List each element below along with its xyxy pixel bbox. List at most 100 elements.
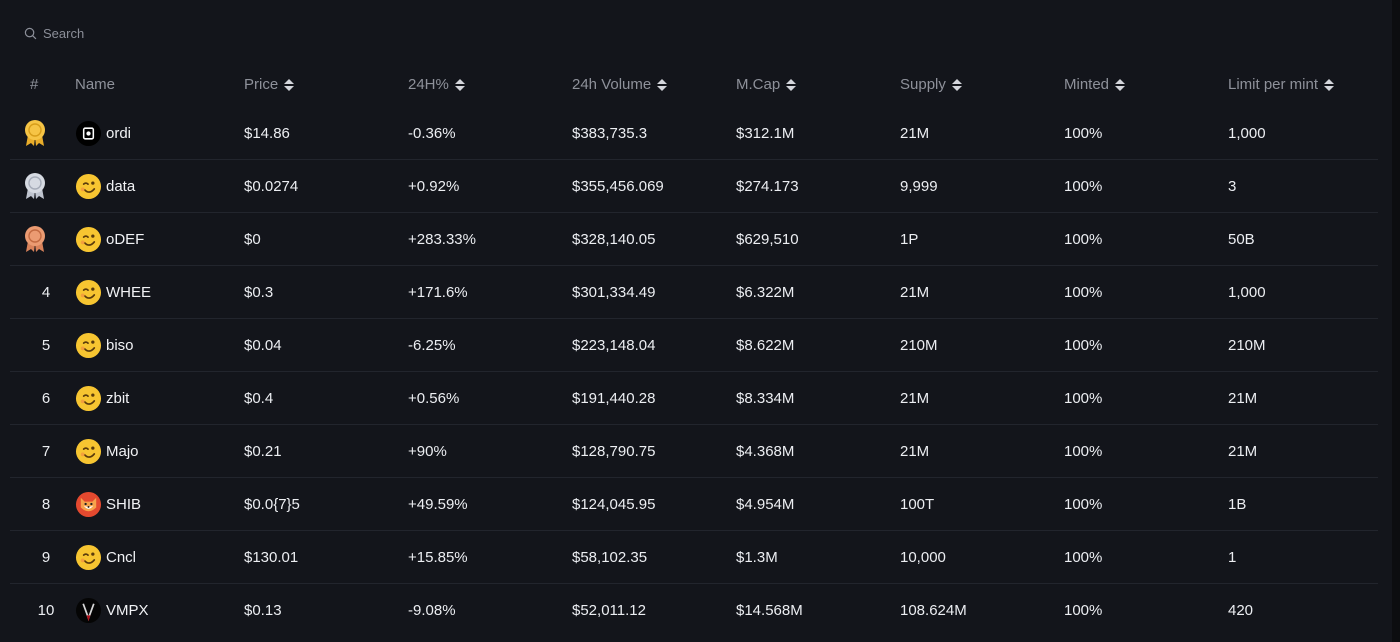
supply-cell: 21M: [900, 265, 1064, 319]
sort-icon[interactable]: [1324, 78, 1335, 91]
price-cell: $0.0274: [244, 159, 408, 213]
rank-number: 6: [41, 389, 51, 407]
table-row[interactable]: 9 Cncl $130.01 +15.85% $58,102.35 $1.3M 10,000…: [10, 530, 1378, 584]
name-cell[interactable]: SHIB: [75, 477, 244, 531]
market-cap-cell: $4.954M: [736, 477, 900, 531]
token-name[interactable]: Majo: [106, 442, 139, 460]
smiley-emoji-icon: [75, 438, 102, 465]
table-row[interactable]: 8 SHIB $0.0{7}5 +49.59% $124,045.95 $4.954M 10…: [10, 477, 1378, 531]
limit-cell: 1: [1228, 530, 1378, 584]
change-cell: +90%: [408, 424, 572, 478]
sort-icon[interactable]: [786, 78, 797, 91]
minted-cell: 100%: [1064, 212, 1228, 266]
token-name[interactable]: biso: [106, 336, 134, 354]
header-name: Name: [75, 62, 244, 107]
smiley-emoji-icon: [75, 226, 102, 253]
market-cap-cell: $8.334M: [736, 371, 900, 425]
sort-icon[interactable]: [951, 78, 962, 91]
limit-cell: 3: [1228, 159, 1378, 213]
table-row[interactable]: 5 biso $0.04 -6.25% $223,148.04 $8.622M 210M 10…: [10, 318, 1378, 372]
name-cell[interactable]: VMPX: [75, 583, 244, 636]
volume-cell: $191,440.28: [572, 371, 736, 425]
name-cell[interactable]: data: [75, 159, 244, 213]
sort-icon[interactable]: [1115, 78, 1126, 91]
token-name[interactable]: zbit: [106, 389, 130, 407]
supply-cell: 100T: [900, 477, 1064, 531]
sort-icon[interactable]: [454, 78, 465, 91]
market-cap-cell: $14.568M: [736, 583, 900, 636]
name-cell[interactable]: WHEE: [75, 265, 244, 319]
token-name[interactable]: VMPX: [106, 601, 149, 619]
token-name[interactable]: oDEF: [106, 230, 145, 248]
minted-cell: 100%: [1064, 318, 1228, 372]
limit-cell: 21M: [1228, 371, 1378, 425]
name-cell[interactable]: oDEF: [75, 212, 244, 266]
volume-cell: $58,102.35: [572, 530, 736, 584]
price-cell: $0.21: [244, 424, 408, 478]
name-cell[interactable]: zbit: [75, 371, 244, 425]
token-name[interactable]: data: [106, 177, 136, 195]
shiba-dog-icon: [75, 491, 102, 518]
table-row[interactable]: ordi $14.86 -0.36% $383,735.3 $312.1M 21M 100%…: [10, 107, 1378, 160]
bronze-medal-icon: [25, 226, 45, 252]
search-icon: [24, 27, 37, 39]
table-row[interactable]: 6 zbit $0.4 +0.56% $191,440.28 $8.334M 21M 100%…: [10, 371, 1378, 425]
rank-cell: 5: [10, 318, 75, 372]
table-header-row: # Name Price 24H% 24h Volume M.Cap Suppl…: [10, 62, 1378, 107]
table-row[interactable]: oDEF $0 +283.33% $328,140.05 $629,510 1P 100% 5…: [10, 212, 1378, 266]
table-row[interactable]: 7 Majo $0.21 +90% $128,790.75 $4.368M 21M 100% 2…: [10, 424, 1378, 478]
market-cap-cell: $4.368M: [736, 424, 900, 478]
change-cell: +283.33%: [408, 212, 572, 266]
header-name-label: Name: [75, 76, 116, 93]
price-cell: $0.13: [244, 583, 408, 636]
name-cell[interactable]: Majo: [75, 424, 244, 478]
smiley-emoji-icon: [75, 332, 102, 359]
header-minted[interactable]: Minted: [1064, 62, 1228, 107]
table-row[interactable]: 4 WHEE $0.3 +171.6% $301,334.49 $6.322M 21M 100…: [10, 265, 1378, 319]
header-supply[interactable]: Supply: [900, 62, 1064, 107]
name-cell[interactable]: ordi: [75, 107, 244, 160]
name-cell[interactable]: biso: [75, 318, 244, 372]
sort-icon[interactable]: [284, 78, 295, 91]
rank-cell: 9: [10, 530, 75, 584]
rank-number: 10: [37, 601, 55, 619]
search-bar[interactable]: [24, 22, 284, 44]
supply-cell: 21M: [900, 424, 1064, 478]
minted-cell: 100%: [1064, 265, 1228, 319]
minted-cell: 100%: [1064, 583, 1228, 636]
gold-medal-icon: [25, 120, 45, 146]
table-row[interactable]: 10 VMPX $0.13 -9.08% $52,011.12 $14.568M 108.6…: [10, 583, 1378, 636]
volume-cell: $328,140.05: [572, 212, 736, 266]
rank-cell: [10, 159, 75, 213]
sort-icon[interactable]: [657, 78, 668, 91]
header-24h-volume-label: 24h Volume: [572, 76, 652, 93]
change-cell: +171.6%: [408, 265, 572, 319]
vertical-scrollbar[interactable]: [1392, 0, 1400, 642]
rank-number: 9: [41, 548, 51, 566]
header-limit-per-mint-label: Limit per mint: [1228, 76, 1319, 93]
name-cell[interactable]: Cncl: [75, 530, 244, 584]
header-price[interactable]: Price: [244, 62, 408, 107]
token-name[interactable]: Cncl: [106, 548, 137, 566]
market-cap-cell: $1.3M: [736, 530, 900, 584]
change-cell: +0.56%: [408, 371, 572, 425]
search-input[interactable]: [43, 25, 263, 41]
token-table: # Name Price 24H% 24h Volume M.Cap Suppl…: [10, 62, 1378, 636]
header-limit-per-mint[interactable]: Limit per mint: [1228, 62, 1378, 107]
market-cap-cell: $629,510: [736, 212, 900, 266]
header-24h-change-label: 24H%: [408, 76, 449, 93]
header-24h-change[interactable]: 24H%: [408, 62, 572, 107]
token-name[interactable]: ordi: [106, 124, 132, 142]
header-market-cap[interactable]: M.Cap: [736, 62, 900, 107]
token-name[interactable]: SHIB: [106, 495, 142, 513]
table-row[interactable]: data $0.0274 +0.92% $355,456.069 $274.173 9,9…: [10, 159, 1378, 213]
change-cell: -0.36%: [408, 124, 456, 142]
header-24h-volume[interactable]: 24h Volume: [572, 62, 736, 107]
rank-cell: 6: [10, 371, 75, 425]
token-name[interactable]: WHEE: [106, 283, 151, 301]
smiley-emoji-icon: [75, 385, 102, 412]
change-cell: +49.59%: [408, 477, 572, 531]
minted-cell: 100%: [1064, 424, 1228, 478]
change-cell: -9.08%: [408, 583, 572, 636]
smiley-emoji-icon: [75, 279, 102, 306]
